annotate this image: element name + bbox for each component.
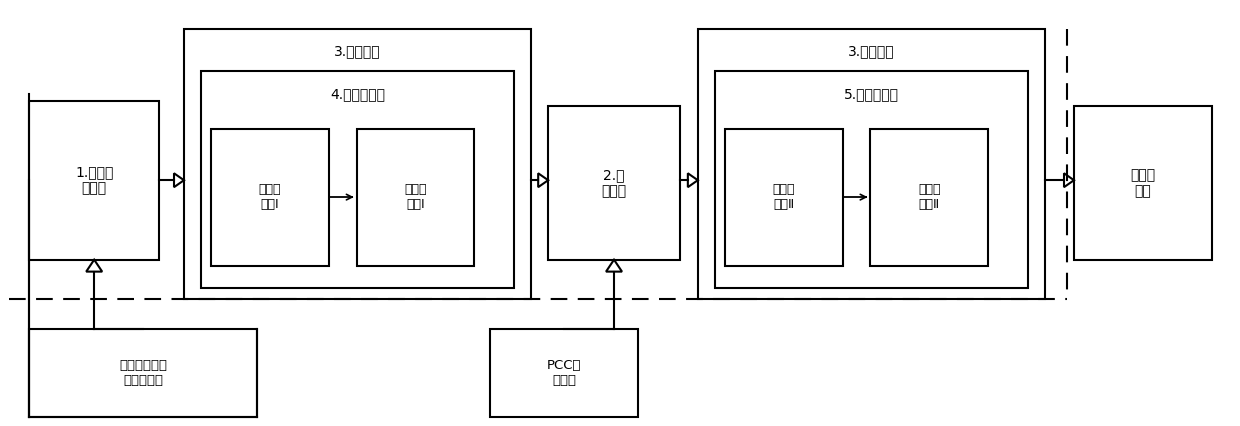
- Bar: [698, 29, 1045, 299]
- Text: 5.下位载波机: 5.下位载波机: [844, 87, 899, 101]
- Text: 1.分散检
测装置: 1.分散检 测装置: [74, 165, 113, 195]
- Bar: [548, 106, 680, 260]
- Bar: [30, 329, 257, 417]
- Bar: [357, 129, 475, 266]
- Bar: [201, 71, 515, 288]
- Text: 信号接
收器Ⅰ: 信号接 收器Ⅰ: [404, 183, 427, 211]
- Text: PCC处
电气量: PCC处 电气量: [547, 359, 582, 387]
- Bar: [724, 129, 842, 266]
- Text: 3.通讯装置: 3.通讯装置: [848, 44, 895, 58]
- Text: 2.检
测装置: 2.检 测装置: [601, 168, 626, 198]
- Text: 信号发
生器Ⅰ: 信号发 生器Ⅰ: [258, 183, 281, 211]
- Bar: [184, 29, 531, 299]
- Text: 4.上位载波机: 4.上位载波机: [330, 87, 386, 101]
- Text: 共网点
开关: 共网点 开关: [1131, 168, 1156, 198]
- Bar: [490, 329, 637, 417]
- Bar: [30, 101, 159, 260]
- Text: 电网低变电站
站内电气量: 电网低变电站 站内电气量: [119, 359, 167, 387]
- Bar: [714, 71, 1028, 288]
- Bar: [1074, 106, 1211, 260]
- Text: 3.通讯装置: 3.通讯装置: [335, 44, 381, 58]
- Text: 信号发
生器Ⅱ: 信号发 生器Ⅱ: [773, 183, 795, 211]
- Text: 信号接
收器Ⅱ: 信号接 收器Ⅱ: [918, 183, 941, 211]
- Bar: [211, 129, 329, 266]
- Bar: [870, 129, 988, 266]
